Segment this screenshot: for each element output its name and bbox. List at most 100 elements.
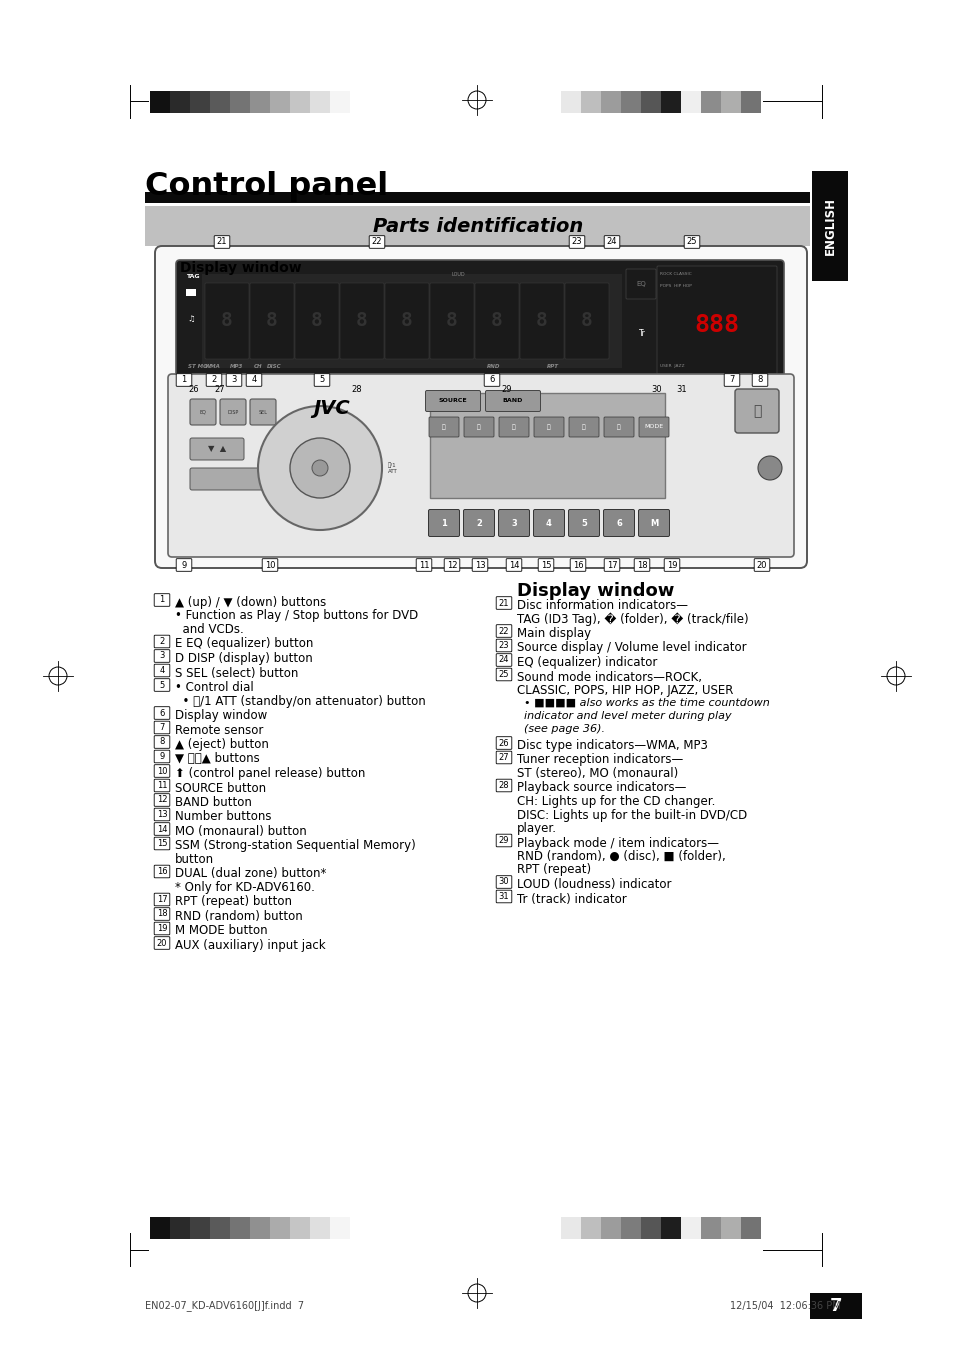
FancyBboxPatch shape [723, 374, 739, 386]
Text: 29: 29 [501, 385, 512, 394]
Bar [330, 1217, 350, 1239]
FancyBboxPatch shape [496, 751, 511, 763]
Bar [600, 1217, 620, 1239]
Text: button: button [174, 852, 213, 866]
Text: M MODE button: M MODE button [174, 924, 268, 938]
Bar [210, 91, 230, 113]
Text: indicator and level meter during play: indicator and level meter during play [517, 711, 731, 721]
Text: 1: 1 [159, 596, 165, 604]
Text: 4: 4 [159, 666, 165, 676]
Text: SEL: SEL [258, 409, 267, 415]
Text: M: M [649, 519, 658, 527]
Text: 27: 27 [498, 753, 509, 762]
Text: 8: 8 [311, 312, 322, 331]
FancyBboxPatch shape [154, 246, 806, 567]
FancyBboxPatch shape [663, 559, 679, 571]
Text: 8: 8 [757, 376, 761, 385]
Text: Number buttons: Number buttons [174, 811, 272, 824]
FancyBboxPatch shape [537, 559, 554, 571]
FancyBboxPatch shape [250, 282, 294, 359]
FancyBboxPatch shape [498, 384, 515, 396]
Text: 17: 17 [156, 894, 167, 904]
Text: USER  JAZZ: USER JAZZ [659, 363, 684, 367]
FancyBboxPatch shape [519, 282, 563, 359]
FancyBboxPatch shape [429, 417, 458, 436]
Text: JVC: JVC [314, 399, 350, 417]
Text: RPT (repeat): RPT (repeat) [517, 863, 591, 877]
Text: ⬆ (control panel release) button: ⬆ (control panel release) button [174, 767, 365, 780]
Text: 6: 6 [616, 519, 621, 527]
Text: 26: 26 [189, 385, 199, 394]
Text: 25: 25 [686, 238, 697, 246]
FancyBboxPatch shape [496, 890, 511, 902]
Text: ROCK CLASSIC: ROCK CLASSIC [659, 272, 691, 276]
Text: • ⏻/1 ATT (standby/on attenuator) button: • ⏻/1 ATT (standby/on attenuator) button [174, 694, 425, 708]
Text: 20: 20 [156, 939, 167, 947]
Bar [170, 1217, 190, 1239]
Text: ⏪: ⏪ [476, 424, 480, 430]
Text: 17: 17 [606, 561, 617, 570]
Text: ▼ ⏮⏭▲ buttons: ▼ ⏮⏭▲ buttons [174, 753, 259, 766]
FancyBboxPatch shape [564, 282, 608, 359]
FancyBboxPatch shape [533, 509, 564, 536]
Text: 10: 10 [156, 766, 167, 775]
FancyBboxPatch shape [154, 593, 170, 607]
FancyBboxPatch shape [603, 235, 619, 249]
Bar [740, 91, 760, 113]
Text: LOUD (loudness) indicator: LOUD (loudness) indicator [517, 878, 671, 892]
Text: EN02-07_KD-ADV6160[J]f.indd  7: EN02-07_KD-ADV6160[J]f.indd 7 [145, 1301, 304, 1312]
Text: 1: 1 [440, 519, 446, 527]
Text: Source display / Volume level indicator: Source display / Volume level indicator [517, 642, 746, 654]
FancyBboxPatch shape [634, 559, 649, 571]
FancyBboxPatch shape [154, 780, 170, 792]
FancyBboxPatch shape [205, 282, 249, 359]
FancyBboxPatch shape [430, 282, 474, 359]
FancyBboxPatch shape [369, 235, 384, 249]
Text: BAND: BAND [502, 399, 522, 404]
Bar [330, 91, 350, 113]
FancyBboxPatch shape [496, 780, 511, 792]
Text: Main display: Main display [517, 627, 591, 640]
FancyBboxPatch shape [472, 559, 487, 571]
Text: ⏶: ⏶ [752, 404, 760, 417]
Text: MO (monaural) button: MO (monaural) button [174, 825, 307, 838]
Text: ⏮: ⏮ [441, 424, 445, 430]
Bar [190, 1217, 210, 1239]
Text: Remote sensor: Remote sensor [174, 724, 263, 736]
FancyBboxPatch shape [220, 399, 246, 426]
FancyBboxPatch shape [262, 559, 277, 571]
Bar [150, 91, 170, 113]
Text: ST MO: ST MO [188, 363, 208, 369]
Text: Disc type indicators—WMA, MP3: Disc type indicators—WMA, MP3 [517, 739, 707, 753]
FancyBboxPatch shape [385, 282, 429, 359]
Bar [580, 91, 600, 113]
FancyBboxPatch shape [175, 259, 783, 380]
FancyBboxPatch shape [154, 635, 170, 647]
Text: 2: 2 [476, 519, 481, 527]
FancyBboxPatch shape [154, 923, 170, 935]
Text: 8: 8 [159, 738, 165, 747]
Text: 18: 18 [156, 909, 167, 919]
Bar [811, 172, 847, 281]
FancyBboxPatch shape [154, 865, 170, 878]
Text: Display window: Display window [180, 261, 301, 276]
FancyBboxPatch shape [568, 509, 598, 536]
Text: TAG: TAG [186, 274, 199, 280]
Text: 12: 12 [446, 561, 456, 570]
Text: 27: 27 [214, 385, 225, 394]
FancyBboxPatch shape [186, 384, 202, 396]
FancyBboxPatch shape [206, 374, 221, 386]
Text: 30: 30 [651, 385, 661, 394]
Bar [290, 91, 310, 113]
Text: SOURCE: SOURCE [438, 399, 467, 404]
Text: 14: 14 [508, 561, 518, 570]
Text: ▲ (up) / ▼ (down) buttons: ▲ (up) / ▼ (down) buttons [174, 596, 326, 609]
FancyBboxPatch shape [214, 235, 230, 249]
Bar [720, 91, 740, 113]
Text: 30: 30 [498, 878, 509, 886]
Text: 5: 5 [580, 519, 586, 527]
Text: 4: 4 [251, 376, 256, 385]
Text: 16: 16 [572, 561, 582, 570]
Text: TAG (ID3 Tag), � (folder), � (track/file): TAG (ID3 Tag), � (folder), � (track/file… [517, 612, 748, 626]
Bar [620, 91, 640, 113]
